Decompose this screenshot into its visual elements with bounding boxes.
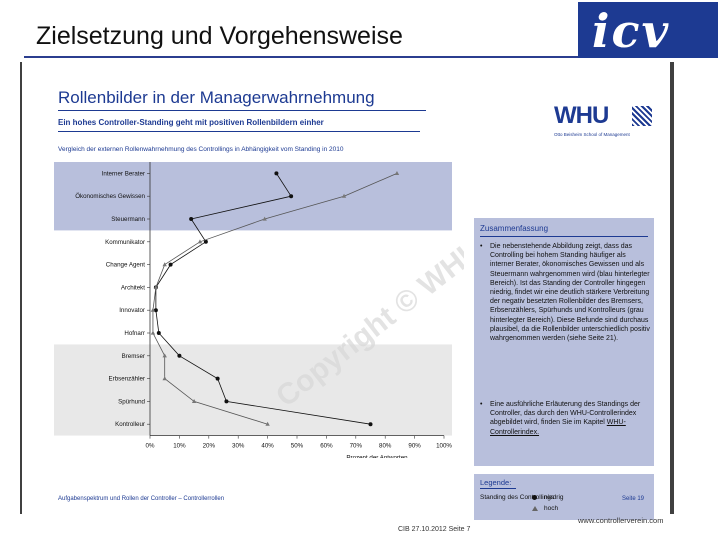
slide-footer: CIB 27.10.2012 Seite 7	[398, 526, 471, 533]
triangle-marker-icon	[532, 506, 538, 511]
chart-caption: Vergleich der externen Rollenwahrnehmung…	[58, 146, 344, 153]
data-point-niedrig	[368, 422, 373, 427]
y-tick-label: Innovator	[119, 307, 145, 314]
legend-label: Standing des Controllings	[480, 494, 555, 501]
whu-logo-text: WHU	[554, 102, 609, 129]
x-tick-label: 70%	[350, 443, 363, 450]
y-tick-label: Kommunikator	[105, 239, 145, 246]
y-tick-label: Spürhund	[118, 398, 145, 405]
legend-box: Legende: Standing des Controllings niedr…	[474, 474, 654, 520]
data-point-niedrig	[203, 239, 208, 244]
data-point-hoch	[262, 216, 267, 221]
data-point-niedrig	[189, 217, 194, 221]
data-point-hoch	[394, 171, 400, 175]
data-point-niedrig	[215, 376, 220, 381]
y-tick-label: Ökonomisches Gewissen	[75, 193, 145, 200]
data-point-niedrig	[156, 331, 161, 335]
subheading-divider	[58, 131, 420, 132]
document-subheading: Ein hohes Controller-Standing geht mit p…	[58, 118, 324, 127]
summary-item-text: Die nebenstehende Abbildung zeigt, dass …	[490, 243, 650, 343]
x-tick-label: 10%	[173, 443, 186, 450]
embedded-document: Rollenbilder in der Managerwahrnehmung E…	[54, 76, 660, 520]
embedded-document-frame: Rollenbilder in der Managerwahrnehmung E…	[20, 62, 674, 520]
circle-marker-icon	[532, 495, 537, 500]
whu-logo: WHU Otto Beisheim School of Management	[554, 102, 664, 142]
x-tick-label: 80%	[379, 443, 392, 450]
x-tick-label: 0%	[146, 443, 155, 450]
role-perception-chart: Copyright © WHU 2012Interner BeraterÖkon…	[54, 162, 464, 458]
summary-item: • Eine ausführliche Erläuterung des Stan…	[480, 400, 650, 437]
chart-band-blue	[54, 162, 452, 231]
legend-entry-label: niedrig	[544, 494, 564, 501]
y-tick-label: Hofnarr	[124, 330, 145, 337]
summary-item: • Die nebenstehende Abbildung zeigt, das…	[480, 242, 650, 343]
chart-band-gray	[54, 344, 452, 436]
legend-title: Legende:	[480, 478, 512, 487]
data-point-niedrig	[177, 353, 182, 358]
whu-grid-icon	[632, 106, 652, 126]
y-tick-label: Interner Berater	[102, 170, 145, 177]
footer-url[interactable]: www.controllerverein.com	[578, 516, 664, 525]
data-point-niedrig	[224, 399, 229, 404]
series-line-niedrig	[155, 173, 371, 425]
document-footer-left: Aufgabenspektrum und Rollen der Controll…	[58, 496, 225, 502]
bullet-icon: •	[480, 401, 483, 408]
x-tick-label: 50%	[291, 443, 304, 450]
y-tick-label: Erbsenzähler	[109, 376, 145, 383]
data-point-hoch	[162, 353, 167, 358]
x-tick-label: 100%	[436, 443, 452, 450]
data-point-niedrig	[274, 171, 279, 176]
document-heading: Rollenbilder in der Managerwahrnehmung	[58, 88, 375, 107]
logo-text: icv	[592, 4, 671, 58]
legend-divider	[480, 488, 516, 489]
heading-divider	[58, 110, 426, 111]
y-tick-label: Bremser	[122, 353, 145, 360]
summary-title: Zusammenfassung	[480, 224, 549, 233]
x-tick-label: 90%	[408, 443, 421, 450]
data-point-hoch	[153, 285, 159, 289]
icv-logo: icv	[578, 2, 718, 58]
y-tick-label: Steuermann	[111, 216, 145, 223]
whu-controllerindex-link[interactable]: WHU-Controllerindex.	[490, 419, 626, 436]
x-tick-label: 60%	[320, 443, 333, 450]
y-tick-label: Change Agent	[106, 262, 146, 269]
data-point-hoch	[150, 330, 156, 335]
bullet-icon: •	[480, 243, 483, 250]
legend-entry-high: hoch	[532, 505, 559, 512]
legend-entry-label: hoch	[544, 505, 559, 512]
y-tick-label: Kontrolleur	[115, 421, 145, 428]
summary-box: Zusammenfassung • Die nebenstehende Abbi…	[474, 218, 654, 466]
data-point-hoch	[162, 376, 167, 381]
y-tick-label: Architekt	[121, 284, 145, 291]
series-line-hoch	[152, 173, 398, 425]
data-point-niedrig	[153, 308, 158, 313]
legend-entry-low: niedrig	[532, 494, 564, 501]
x-tick-label: 30%	[232, 443, 245, 450]
x-tick-label: 20%	[203, 443, 216, 450]
data-point-hoch	[341, 193, 347, 198]
summary-item-text: Eine ausführliche Erläuterung des Standi…	[490, 401, 641, 427]
title-divider	[24, 56, 580, 58]
data-point-hoch	[162, 262, 167, 267]
data-point-hoch	[197, 239, 203, 244]
whu-tagline: Otto Beisheim School of Management	[554, 132, 630, 137]
document-page-number: Seite 19	[622, 496, 645, 502]
data-point-hoch	[265, 421, 270, 426]
summary-divider	[480, 236, 648, 237]
slide-title: Zielsetzung und Vorgehensweise	[36, 22, 403, 50]
data-point-niedrig	[289, 194, 294, 199]
x-tick-label: 40%	[261, 443, 274, 450]
data-point-niedrig	[168, 262, 173, 267]
x-axis-label: Prozent der Antworten	[346, 455, 408, 458]
data-point-hoch	[150, 307, 156, 312]
data-point-hoch	[191, 399, 197, 403]
